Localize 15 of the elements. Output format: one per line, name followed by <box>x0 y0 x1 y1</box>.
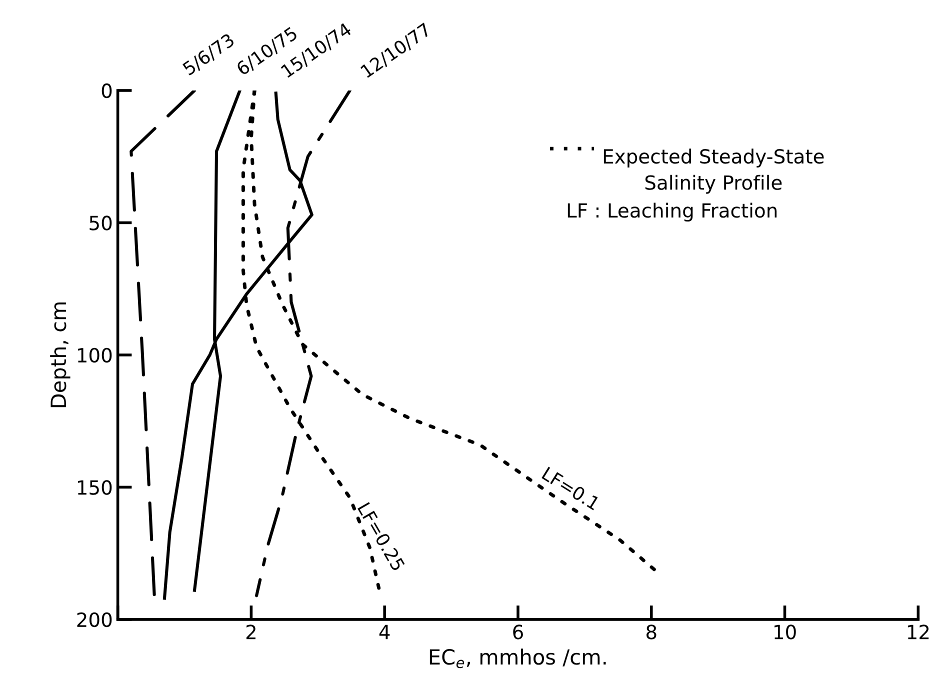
x-tick-label: 12 <box>908 624 929 640</box>
y-axis-title: Depth, cm <box>50 302 70 408</box>
x-tick-label: 8 <box>646 624 656 640</box>
y-tick-label: 100 <box>78 348 112 363</box>
y-tick-label: 150 <box>78 480 112 495</box>
x-tick-label: 6 <box>513 624 523 640</box>
y-tick-label: 50 <box>90 216 112 230</box>
annotation: Expected Steady-State Salinity Profile <box>604 148 824 194</box>
annotation: LF : Leaching Fraction <box>568 202 777 222</box>
x-tick-label: 2 <box>246 624 256 640</box>
x-tick-label: 10 <box>774 624 796 640</box>
y-tick-label: 0 <box>102 83 112 98</box>
x-tick-label: 4 <box>379 624 390 640</box>
x-axis-title: EC$_{e}$, mmhos /cm. <box>430 648 606 668</box>
y-tick-label: 200 <box>77 612 112 628</box>
